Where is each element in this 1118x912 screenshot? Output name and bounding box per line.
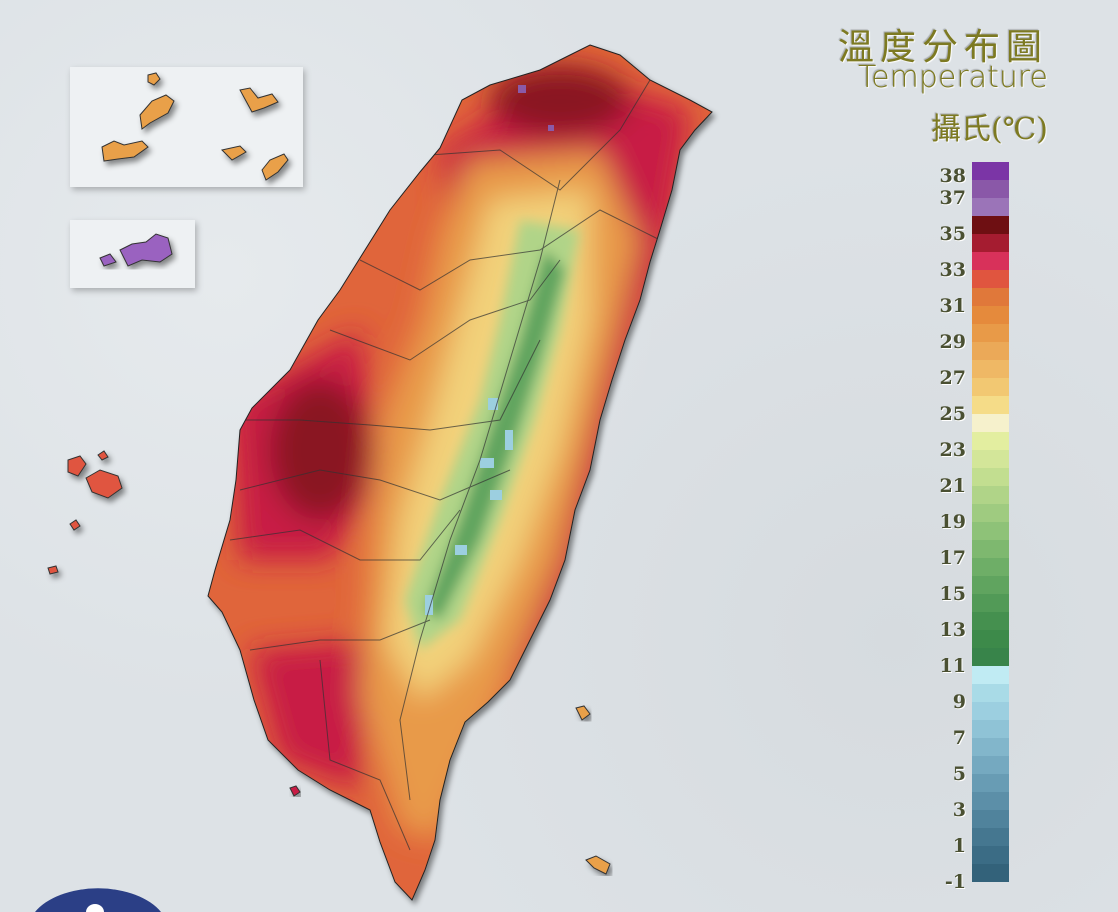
legend-label: 11 — [939, 655, 966, 677]
xiaoliuqiu-island — [289, 785, 301, 797]
map-title-chinese: 溫度分布圖 — [837, 27, 1048, 68]
orchid-island — [585, 855, 611, 875]
color-scale-bar — [972, 162, 1009, 882]
legend-swatch — [972, 576, 1009, 594]
legend-swatch — [972, 162, 1009, 180]
legend-swatch — [972, 666, 1009, 684]
matsu-islands — [101, 72, 289, 181]
legend-swatch — [972, 810, 1009, 828]
unit-label: 攝氏(℃) — [931, 112, 1048, 147]
green-island — [575, 705, 591, 721]
legend-label: 33 — [939, 259, 966, 281]
legend-label: 21 — [939, 475, 966, 497]
legend-label: 17 — [939, 547, 966, 569]
legend-swatch — [972, 486, 1009, 504]
legend-swatch — [972, 720, 1009, 738]
county-borders — [229, 79, 661, 851]
legend-swatch — [972, 396, 1009, 414]
legend-swatch — [972, 828, 1009, 846]
legend-label: 19 — [939, 511, 966, 533]
legend-swatch — [972, 612, 1009, 630]
legend-swatch — [972, 648, 1009, 666]
legend-label: 9 — [952, 691, 966, 713]
legend-label: 25 — [939, 403, 966, 425]
legend-swatch — [972, 630, 1009, 648]
legend-label: 27 — [939, 367, 966, 389]
legend-label: 29 — [939, 331, 966, 353]
legend-label: 13 — [939, 619, 966, 641]
legend-swatch — [972, 756, 1009, 774]
legend-swatch — [972, 468, 1009, 486]
legend-swatch — [972, 702, 1009, 720]
legend-swatch — [972, 342, 1009, 360]
legend-label: 31 — [939, 295, 966, 317]
legend-swatch — [972, 306, 1009, 324]
legend-swatch — [972, 270, 1009, 288]
legend-swatch — [972, 252, 1009, 270]
legend-swatch — [972, 324, 1009, 342]
legend-swatch — [972, 378, 1009, 396]
legend-swatch — [972, 594, 1009, 612]
legend-swatch — [972, 846, 1009, 864]
legend-swatch — [972, 180, 1009, 198]
legend-swatch — [972, 432, 1009, 450]
legend-label: 23 — [939, 439, 966, 461]
legend-label: 7 — [952, 727, 966, 749]
legend-swatch — [972, 450, 1009, 468]
legend-swatch — [972, 558, 1009, 576]
kinmen-island — [99, 233, 173, 267]
legend-label: 5 — [952, 763, 966, 785]
legend-swatch — [972, 522, 1009, 540]
legend-label: 38 — [939, 165, 966, 187]
legend-label: 37 — [939, 187, 966, 209]
legend-swatch — [972, 198, 1009, 216]
legend-swatch — [972, 792, 1009, 810]
legend-label: 1 — [952, 835, 966, 857]
legend-label: -1 — [944, 871, 966, 893]
legend-swatch — [972, 504, 1009, 522]
legend-swatch — [972, 774, 1009, 792]
penghu-islands — [47, 450, 123, 575]
map-title-english: Temperature — [857, 60, 1048, 95]
legend-label: 15 — [939, 583, 966, 605]
legend-swatch — [972, 216, 1009, 234]
legend-swatch — [972, 738, 1009, 756]
legend-swatch — [972, 540, 1009, 558]
legend-swatch — [972, 684, 1009, 702]
legend-swatch — [972, 414, 1009, 432]
high-peaks — [425, 398, 513, 615]
legend-swatch — [972, 864, 1009, 882]
legend-swatch — [972, 360, 1009, 378]
taiwan-main-island — [208, 45, 712, 900]
legend-swatch — [972, 234, 1009, 252]
legend-label: 3 — [952, 799, 966, 821]
logo — [35, 888, 161, 912]
legend-swatch — [972, 288, 1009, 306]
legend-label: 35 — [939, 223, 966, 245]
